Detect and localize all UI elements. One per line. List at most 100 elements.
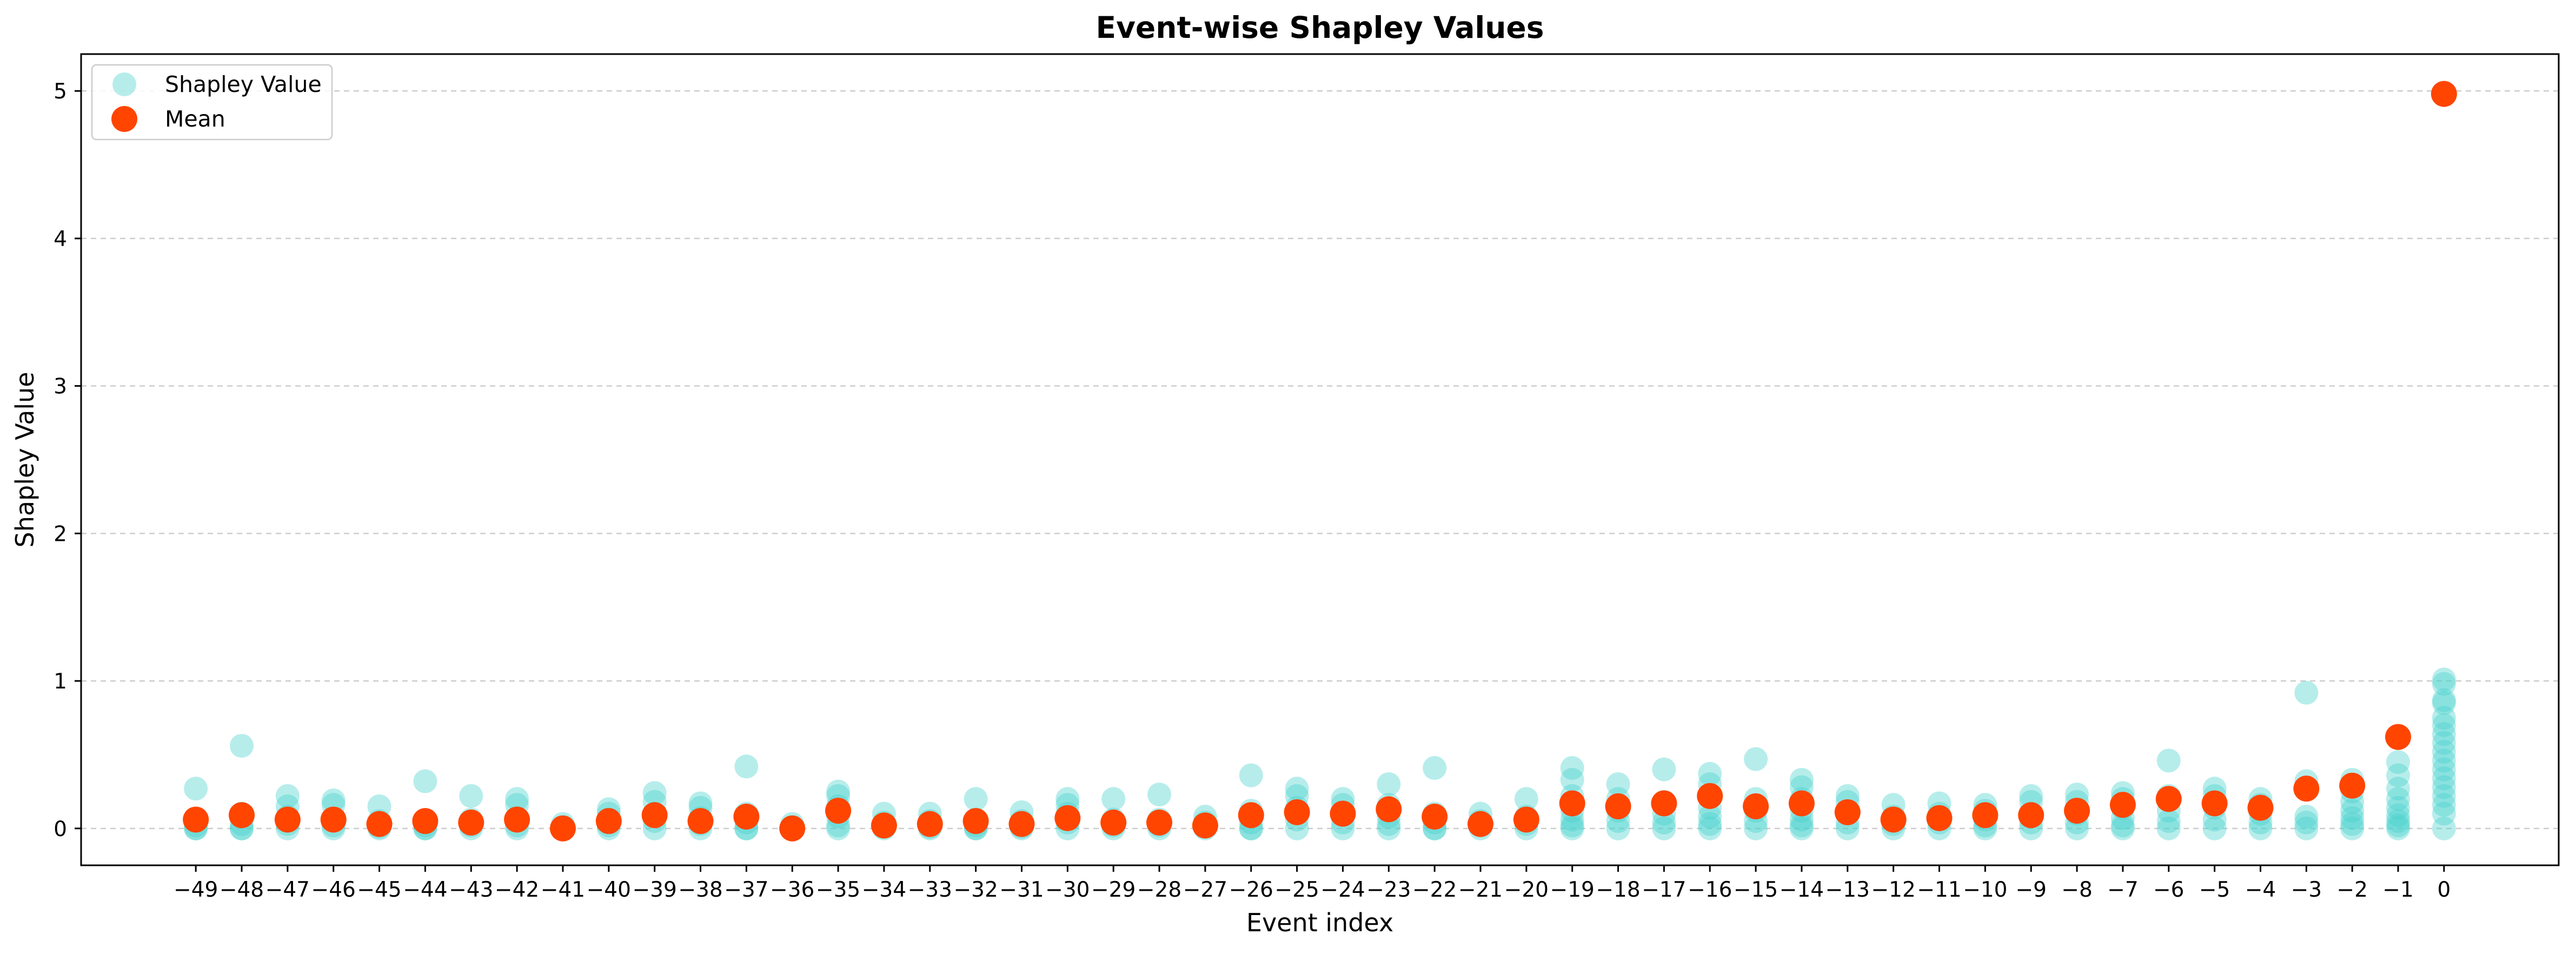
mean-point — [871, 812, 897, 839]
mean-point — [412, 808, 439, 834]
shapley-value-point — [275, 784, 300, 808]
shapley-value-point — [1101, 787, 1126, 811]
shapley-value-point — [2340, 816, 2365, 840]
x-tick-label: −3 — [2291, 878, 2322, 902]
shapley-value-point — [2432, 672, 2456, 696]
x-tick-label: −48 — [220, 878, 264, 902]
shapley-value-point — [1789, 816, 1814, 840]
shapley-value-point — [229, 734, 254, 758]
mean-point — [1054, 805, 1081, 831]
shapley-value-point — [2340, 799, 2365, 823]
legend-marker-shapley-value — [112, 72, 136, 96]
x-tick-label: −31 — [999, 878, 1044, 902]
shapley-value-point — [2432, 740, 2456, 764]
x-tick-label: −17 — [1642, 878, 1686, 902]
x-tick-label: −28 — [1137, 878, 1181, 902]
x-tick-label: −36 — [770, 878, 814, 902]
mean-point — [779, 815, 806, 842]
shapley-value-point — [2340, 806, 2365, 830]
mean-point — [1008, 811, 1035, 837]
shapley-value-point — [2432, 748, 2456, 773]
shapley-value-point — [1789, 767, 1814, 792]
shapley-value-point — [1147, 783, 1172, 807]
shapley-value-point — [826, 779, 851, 804]
x-tick-label: −5 — [2199, 878, 2230, 902]
mean-point — [366, 811, 393, 837]
mean-point — [1513, 806, 1539, 833]
mean-point — [504, 806, 530, 833]
y-axis-label: Shapley Value — [10, 372, 39, 548]
mean-point — [1467, 811, 1493, 837]
legend-marker-mean — [111, 106, 137, 132]
mean-point — [687, 808, 714, 834]
shapley-value-point — [2386, 777, 2411, 801]
x-tick-label: −34 — [862, 878, 906, 902]
x-tick-label: −26 — [1229, 878, 1273, 902]
shapley-value-point — [1239, 763, 1263, 787]
mean-point — [1880, 806, 1907, 833]
x-tick-label: −8 — [2061, 878, 2093, 902]
x-tick-label: −27 — [1183, 878, 1227, 902]
shapley-value-point — [1055, 787, 1080, 811]
y-axis-ticks: 0 1 2 3 4 5 — [54, 80, 81, 842]
shapley-value-point — [1606, 816, 1630, 840]
x-tick-label: −14 — [1780, 878, 1824, 902]
x-tick-label: −12 — [1871, 878, 1915, 902]
mean-point — [320, 806, 347, 833]
mean-point — [1788, 790, 1815, 817]
shapley-value-point — [2110, 816, 2135, 840]
shapley-value-point — [2432, 691, 2456, 715]
x-tick-label: −38 — [678, 878, 722, 902]
x-tick-label: −13 — [1825, 878, 1870, 902]
mean-point — [1284, 799, 1310, 825]
shapley-value-point — [2202, 816, 2227, 840]
shapley-value-point — [2386, 750, 2411, 774]
mean-point — [2155, 786, 2182, 812]
shapley-value-point — [1744, 816, 1768, 840]
shapley-value-point — [321, 789, 346, 812]
mean-point — [1559, 790, 1585, 817]
shapley-value-point — [2432, 722, 2456, 746]
mean-point — [1422, 804, 1448, 830]
mean-point — [1238, 802, 1264, 829]
legend: Shapley Value Mean — [91, 64, 333, 141]
shapley-value-point — [688, 791, 713, 816]
shapley-value-point — [1698, 805, 1722, 829]
legend-label-mean: Mean — [165, 106, 225, 132]
x-tick-label: −16 — [1688, 878, 1732, 902]
x-tick-label: −18 — [1596, 878, 1640, 902]
x-tick-label: −19 — [1550, 878, 1595, 902]
shapley-value-point — [2294, 805, 2319, 829]
shapley-value-point — [2432, 713, 2456, 737]
x-tick-label: −37 — [724, 878, 768, 902]
mean-points — [183, 81, 2457, 842]
x-tick-label: −11 — [1917, 878, 1961, 902]
x-axis-ticks: −49 −48 −47 −46 −45 −44 −43 −42 −41 −40 −39 −38 −37−… — [174, 865, 2451, 902]
shapley-value-point — [734, 754, 759, 779]
x-tick-label: −7 — [2107, 878, 2139, 902]
shapley-value-point — [2065, 816, 2089, 840]
grid-lines — [81, 90, 2559, 830]
plot-frame — [80, 53, 2560, 866]
shapley-value-point — [2432, 766, 2456, 791]
x-tick-label: −4 — [2245, 878, 2276, 902]
shapley-value-point — [2156, 748, 2181, 773]
shapley-value-point — [2386, 796, 2411, 820]
x-tick-label: −21 — [1458, 878, 1503, 902]
y-tick-label: 0 — [54, 817, 67, 842]
x-tick-label: −10 — [1963, 878, 2007, 902]
shapley-value-point — [184, 777, 208, 801]
y-tick-label: 3 — [54, 375, 67, 399]
mean-point — [1834, 799, 1861, 825]
shapley-value-point — [2340, 812, 2365, 836]
mean-point — [2431, 81, 2457, 107]
shapley-value-point — [505, 787, 529, 811]
shapley-value-point — [1514, 787, 1538, 811]
x-tick-label: −46 — [311, 878, 356, 902]
mean-point — [2201, 790, 2228, 817]
mean-point — [2385, 724, 2412, 750]
y-tick-label: 5 — [54, 80, 67, 104]
x-tick-label: −32 — [953, 878, 998, 902]
shapley-value-point — [1744, 747, 1768, 771]
x-tick-label: −39 — [632, 878, 676, 902]
